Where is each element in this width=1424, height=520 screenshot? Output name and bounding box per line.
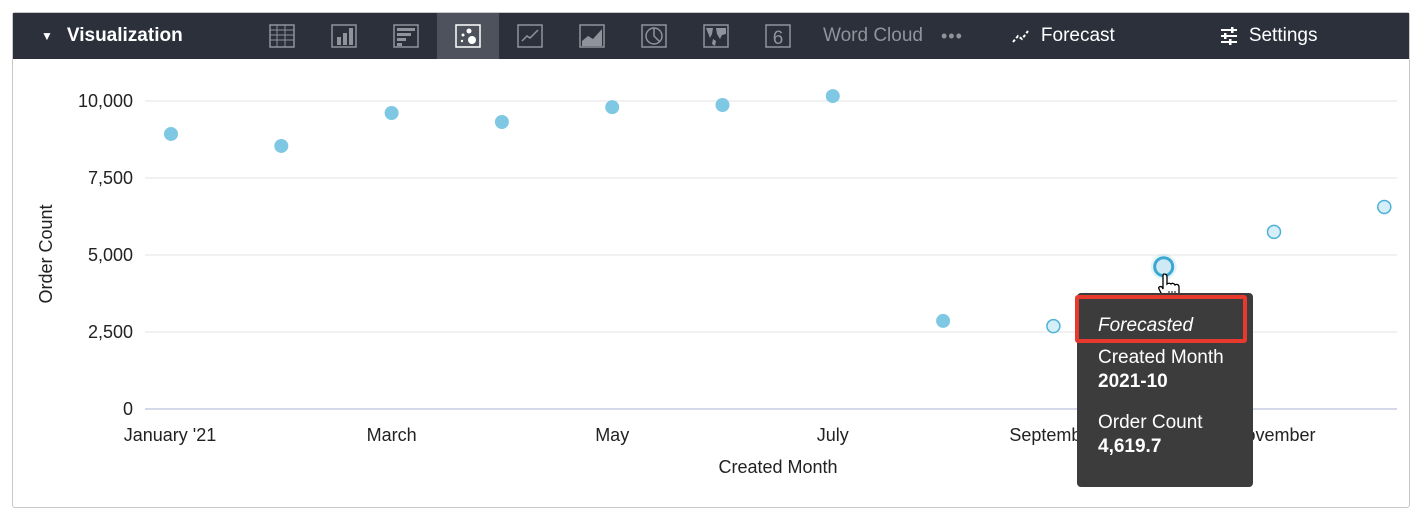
settings-label: Settings [1248, 25, 1318, 46]
tooltip-label-month: Created Month [1098, 347, 1224, 368]
data-point-forecast[interactable] [1046, 318, 1061, 334]
scatter-icon[interactable] [437, 13, 499, 59]
data-point-forecast-hovered[interactable] [1153, 256, 1175, 278]
data-point[interactable] [384, 106, 399, 121]
data-point[interactable] [494, 114, 509, 129]
forecast-button[interactable]: Forecast [1011, 25, 1115, 47]
settings-sliders-icon [1220, 27, 1237, 45]
data-point-forecast[interactable] [1377, 199, 1392, 215]
tooltip-header: Forecasted [1098, 315, 1194, 336]
tooltip-value-month: 2021-10 [1098, 371, 1168, 392]
x-tick-label: May [595, 425, 629, 445]
y-axis-title: Order Count [36, 204, 56, 303]
bar-icon[interactable] [375, 13, 437, 59]
data-point[interactable] [164, 126, 178, 141]
x-tick-label: March [367, 425, 417, 445]
y-tick-label: 2,500 [88, 322, 133, 342]
visualization-toggle[interactable]: ▼ Visualization [41, 25, 251, 47]
forecast-icon [1012, 30, 1029, 43]
toolbar-title: Visualization [66, 25, 183, 46]
pie-icon[interactable] [623, 13, 685, 59]
single-value-icon[interactable]: 6 [747, 13, 809, 59]
y-tick-label: 7,500 [88, 168, 133, 188]
x-tick-label: January '21 [124, 425, 217, 445]
y-tick-label: 10,000 [78, 91, 133, 111]
x-tick-label: July [817, 425, 849, 445]
tooltip-highlight [1075, 295, 1247, 343]
visualization-panel [12, 12, 1410, 508]
column-icon[interactable] [313, 13, 375, 59]
data-point[interactable] [825, 89, 840, 104]
tooltip: Forecasted Created Month 2021-10 Order C… [1075, 293, 1253, 487]
data-point[interactable] [715, 98, 730, 113]
caret-down-icon: ▼ [41, 29, 53, 43]
more-icon[interactable]: ••• [940, 25, 963, 46]
forecast-label: Forecast [1040, 25, 1115, 46]
data-point-forecast[interactable] [1266, 224, 1282, 240]
x-tick-label: September [1009, 425, 1097, 445]
settings-button[interactable]: Settings [1219, 25, 1318, 47]
data-point[interactable] [936, 313, 951, 328]
line-icon[interactable] [499, 13, 561, 59]
y-tick-label: 5,000 [88, 245, 133, 265]
word-cloud-button[interactable]: Word Cloud [823, 25, 923, 46]
y-tick-label: 0 [123, 399, 133, 419]
visualization-toolbar: ▼ Visualization 6 Word Cloud ••• Forecast… [13, 13, 1409, 59]
data-point[interactable] [605, 100, 620, 115]
tooltip-label-count: Order Count [1098, 412, 1203, 433]
map-icon[interactable] [685, 13, 747, 59]
area-icon[interactable] [561, 13, 623, 59]
data-point[interactable] [274, 138, 289, 153]
tooltip-value-count: 4,619.7 [1098, 436, 1162, 457]
table-icon[interactable] [251, 13, 313, 59]
svg-text:6: 6 [773, 28, 784, 49]
x-tick-label: November [1232, 425, 1315, 445]
x-axis-title: Created Month [718, 457, 837, 477]
